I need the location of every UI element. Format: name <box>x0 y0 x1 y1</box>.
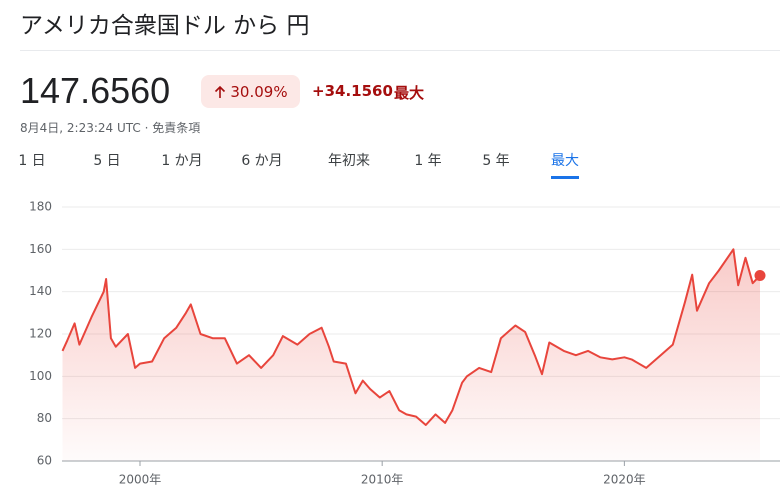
y-tick-label: 80 <box>37 411 52 425</box>
y-tick-label: 60 <box>37 454 52 468</box>
range-tab[interactable]: 6 か月 <box>241 153 283 169</box>
range-tab[interactable]: 最大 <box>551 150 579 179</box>
range-tab[interactable]: 5 日 <box>93 153 121 169</box>
range-tab[interactable]: 1 か月 <box>161 153 203 169</box>
change-percent: 30.09% <box>230 82 288 101</box>
x-tick-label: 2010年 <box>361 473 404 487</box>
timestamp[interactable]: 8月4日, 2:23:24 UTC · 免責条項 <box>20 121 201 135</box>
up-arrow-icon <box>215 85 226 98</box>
y-tick-label: 180 <box>29 200 52 214</box>
chart: 60 80 100 120 140 160 180 2000年 2010年 2020年 <box>29 200 780 487</box>
last-point <box>754 269 766 281</box>
y-tick-label: 160 <box>29 242 52 256</box>
change-badge: 30.09% <box>201 75 300 108</box>
range-tab[interactable]: 1 日 <box>18 153 46 169</box>
period: 最大 <box>394 84 425 102</box>
x-tick-label: 2000年 <box>119 473 162 487</box>
y-tick-label: 120 <box>29 327 52 341</box>
range-tab[interactable]: 5 年 <box>482 153 510 169</box>
area-fill <box>62 249 761 461</box>
y-tick-label: 140 <box>29 284 52 298</box>
price-line <box>61 248 761 426</box>
change: +34.1560 <box>312 82 393 100</box>
divider <box>20 50 780 51</box>
range-tab[interactable]: 1 年 <box>414 153 442 169</box>
price: 147.6560 <box>20 70 171 111</box>
x-tick-label: 2020年 <box>603 473 646 487</box>
title: アメリカ合衆国ドル から 円 <box>20 13 310 39</box>
range-tab[interactable]: 年初来 <box>328 153 370 169</box>
y-tick-label: 100 <box>29 369 52 383</box>
